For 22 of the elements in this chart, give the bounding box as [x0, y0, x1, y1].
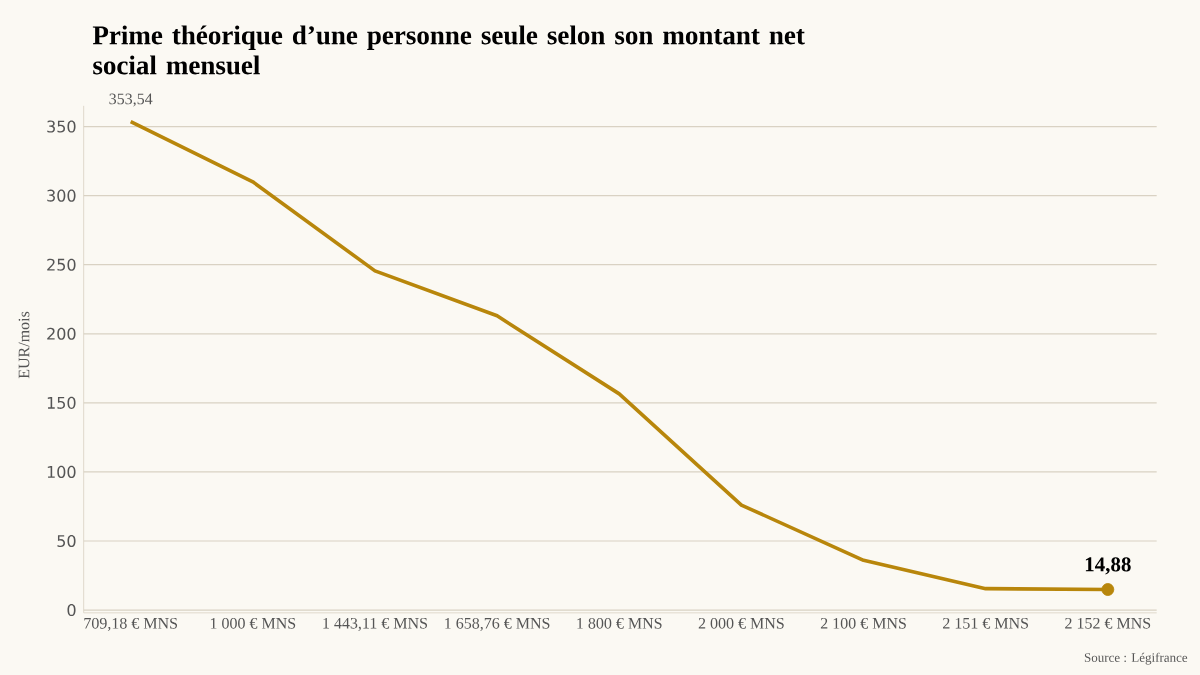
- chart-title: Prime théorique d’une personne seule selon son montant net social mensuel: [92, 25, 805, 75]
- x-tick-label: 2 000 € MNS: [698, 617, 784, 629]
- y-tick-label: 100: [47, 465, 76, 478]
- y-tick-label: 150: [47, 396, 76, 409]
- y-tick-label: 300: [47, 189, 76, 202]
- data-label: 14,88: [1085, 557, 1131, 575]
- data-label: 353,54: [109, 93, 153, 107]
- y-tick-label: 350: [47, 120, 76, 133]
- x-tick-label: 1 443,11 € MNS: [323, 617, 427, 631]
- x-tick-label: 1 000 € MNS: [210, 617, 296, 629]
- x-tick-label: 1 800 € MNS: [577, 617, 662, 629]
- x-tick-label: 2 151 € MNS: [943, 617, 1029, 629]
- x-tick-label: 2 100 € MNS: [820, 617, 906, 629]
- source-note: Source : Légifrance: [1084, 652, 1188, 665]
- x-tick-label: 2 152 € MNS: [1065, 617, 1151, 629]
- y-tick-label: 50: [57, 534, 76, 548]
- y-tick-label: 250: [47, 258, 76, 271]
- x-tick-label: 1 658,76 € MNS: [445, 617, 550, 631]
- y-tick-label: 0: [67, 604, 76, 617]
- y-axis-title: EUR/mois: [18, 311, 30, 379]
- y-tick-label: 200: [47, 327, 76, 340]
- x-tick-label: 709,18 € MNS: [84, 617, 178, 631]
